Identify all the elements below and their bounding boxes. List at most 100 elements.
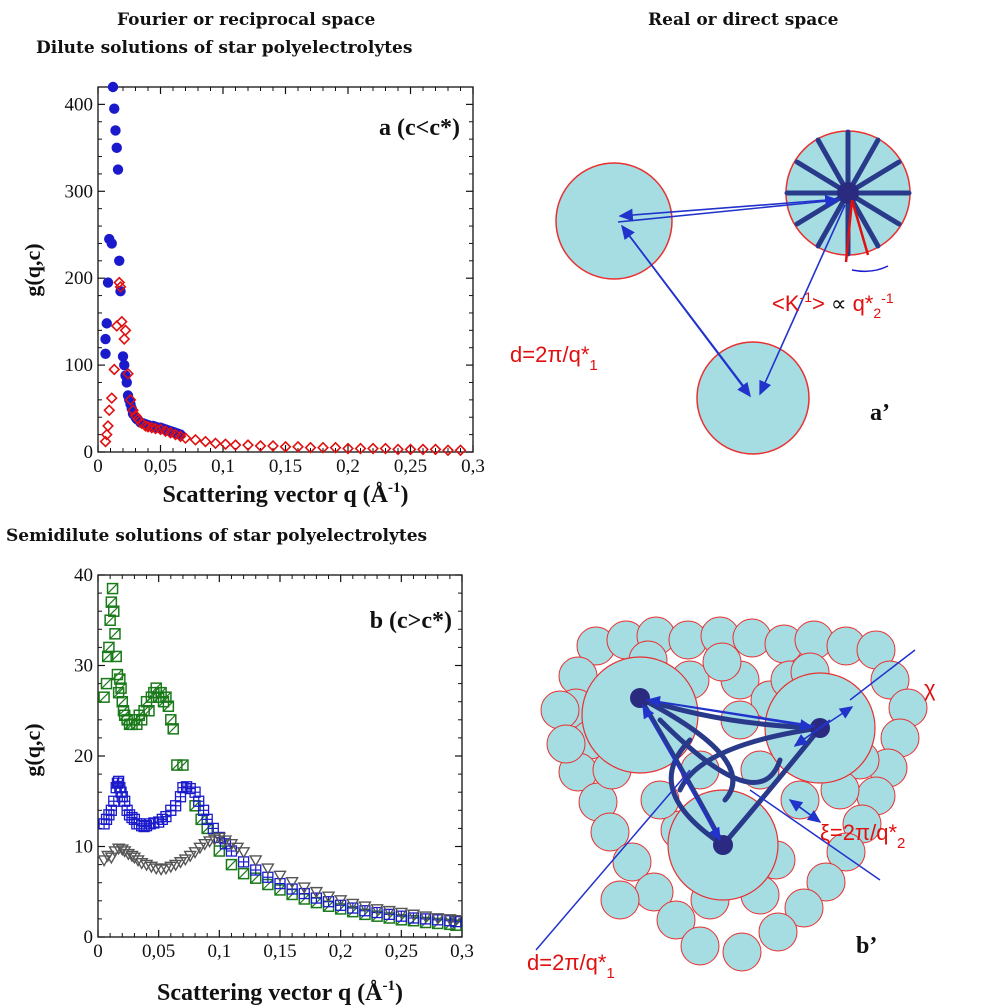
data-point (179, 432, 192, 445)
data-point (442, 444, 454, 457)
distance-arrows (617, 194, 846, 398)
data-point (454, 444, 467, 457)
data-point (346, 898, 360, 911)
small-sphere (806, 862, 846, 902)
data-point (115, 682, 127, 694)
data-point (358, 901, 372, 914)
data-point (115, 315, 128, 328)
small-sphere (758, 912, 798, 952)
data-point (119, 324, 132, 337)
data-point (106, 238, 117, 249)
data-point (285, 876, 299, 889)
data-point (404, 443, 417, 456)
data-point (183, 850, 197, 863)
data-point (145, 421, 158, 434)
data-point (162, 700, 175, 712)
x-tick-label: 0,25 (385, 941, 418, 962)
data-point (189, 786, 201, 798)
data-point (102, 277, 114, 288)
data-point (100, 348, 111, 359)
header-semidilute: Semidilute solutions of star polyelectro… (6, 526, 428, 546)
data-point (342, 442, 354, 455)
data-point (111, 142, 122, 154)
series-1 (98, 775, 462, 928)
data-point (371, 906, 383, 919)
panel-label: b (c>c*) (370, 608, 452, 634)
x-tick-label: 0,05 (144, 456, 177, 477)
small-sphere (870, 660, 910, 700)
y-tick-label: 0 (84, 927, 94, 948)
data-point (261, 863, 275, 876)
data-point (105, 804, 117, 816)
x-tick-label: 0,2 (336, 456, 360, 477)
data-point (103, 641, 115, 654)
x-tick-label: 0,05 (142, 941, 175, 962)
label-d-dilute: d=2π/q*1 (510, 342, 598, 374)
x-tick-label: 0,3 (450, 941, 474, 962)
y-tick-label: 100 (65, 355, 94, 376)
small-sphere (784, 888, 824, 928)
data-point (105, 596, 118, 608)
data-point (168, 859, 183, 872)
data-point (395, 910, 407, 922)
x-tick-label: 0,25 (394, 456, 427, 477)
data-point (193, 842, 207, 855)
small-sphere (702, 642, 742, 682)
data-point (143, 705, 155, 717)
core-left (630, 688, 650, 708)
y-axis-label: g(q,c) (20, 723, 45, 776)
small-sphere (656, 900, 696, 940)
data-point (304, 441, 317, 454)
data-point (178, 854, 193, 867)
data-point (109, 628, 121, 640)
data-point (127, 404, 139, 417)
small-sphere (612, 842, 652, 882)
data-point (113, 276, 126, 289)
small-sphere (780, 780, 820, 820)
x-tick-label: 0,15 (269, 456, 302, 477)
x-tick-label: 0 (93, 941, 103, 962)
data-point (201, 813, 213, 825)
data-point (370, 904, 384, 916)
data-point (107, 81, 119, 93)
data-point (297, 882, 311, 895)
data-point (160, 691, 172, 703)
data-point (213, 845, 226, 857)
label-k-inverse: <K-1> ∝ q*2-1 (772, 289, 894, 321)
data-point (292, 440, 304, 453)
data-point (112, 164, 124, 175)
data-point (171, 759, 183, 771)
label-xi: ξ=2π/q*2 (820, 820, 905, 852)
data-point (383, 908, 395, 921)
data-point (117, 351, 129, 362)
data-point (279, 440, 292, 453)
data-point (106, 582, 119, 595)
data-point (417, 443, 429, 456)
data-point (99, 435, 112, 448)
data-point (134, 857, 149, 870)
data-point (122, 367, 134, 380)
small-sphere (590, 812, 630, 852)
data-point (225, 858, 238, 871)
data-point (273, 870, 287, 883)
header-real-space: Real or direct space (648, 10, 839, 30)
small-sphere (826, 832, 866, 872)
data-point (111, 843, 126, 856)
data-point (321, 891, 336, 904)
data-point (173, 857, 188, 869)
data-point (249, 855, 263, 867)
data-point (121, 848, 136, 861)
data-point (98, 691, 110, 703)
data-point (392, 443, 404, 456)
data-point (382, 905, 396, 918)
data-point (317, 441, 329, 454)
data-point (100, 677, 113, 690)
y-tick-label: 200 (65, 268, 94, 289)
data-point (367, 442, 379, 455)
data-point (242, 439, 254, 451)
data-point (199, 435, 212, 448)
data-point (101, 318, 112, 329)
